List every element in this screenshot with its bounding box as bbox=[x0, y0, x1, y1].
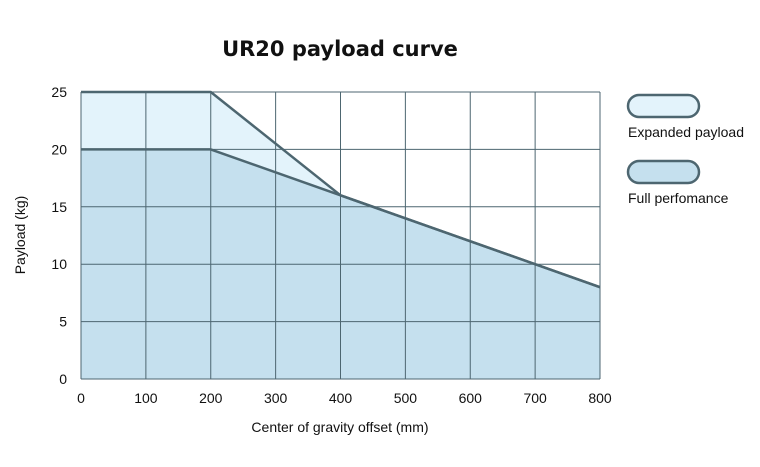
y-tick-label: 25 bbox=[51, 84, 67, 100]
y-tick-label: 5 bbox=[59, 314, 67, 330]
legend-label: Full perfomance bbox=[628, 190, 729, 206]
grid-lines bbox=[80, 91, 601, 380]
legend: Expanded payload Full perfomance bbox=[626, 93, 744, 206]
legend-swatch bbox=[626, 93, 701, 119]
x-axis-label: Center of gravity offset (mm) bbox=[251, 419, 428, 435]
y-axis-label: Payload (kg) bbox=[12, 196, 28, 275]
x-tick-label: 300 bbox=[264, 390, 288, 406]
x-tick-label: 600 bbox=[459, 390, 483, 406]
series-lines bbox=[81, 90, 601, 289]
x-tick-label: 500 bbox=[394, 390, 418, 406]
x-tick-label: 700 bbox=[523, 390, 547, 406]
x-tick-labels: 0 100 200 300 400 500 600 700 800 bbox=[77, 390, 612, 406]
x-tick-label: 400 bbox=[329, 390, 353, 406]
legend-swatch bbox=[626, 159, 701, 185]
legend-label: Expanded payload bbox=[628, 124, 744, 140]
x-tick-label: 100 bbox=[134, 390, 158, 406]
y-tick-label: 0 bbox=[59, 371, 67, 387]
x-tick-label: 0 bbox=[77, 390, 85, 406]
y-tick-label: 10 bbox=[51, 256, 67, 272]
chart-title: UR20 payload curve bbox=[222, 37, 458, 61]
y-tick-label: 15 bbox=[51, 199, 67, 215]
y-tick-labels: 0 5 10 15 20 25 bbox=[51, 84, 67, 387]
x-tick-label: 200 bbox=[199, 390, 223, 406]
x-tick-label: 800 bbox=[588, 390, 612, 406]
line-series-2 bbox=[81, 148, 601, 289]
y-tick-label: 20 bbox=[51, 141, 67, 157]
